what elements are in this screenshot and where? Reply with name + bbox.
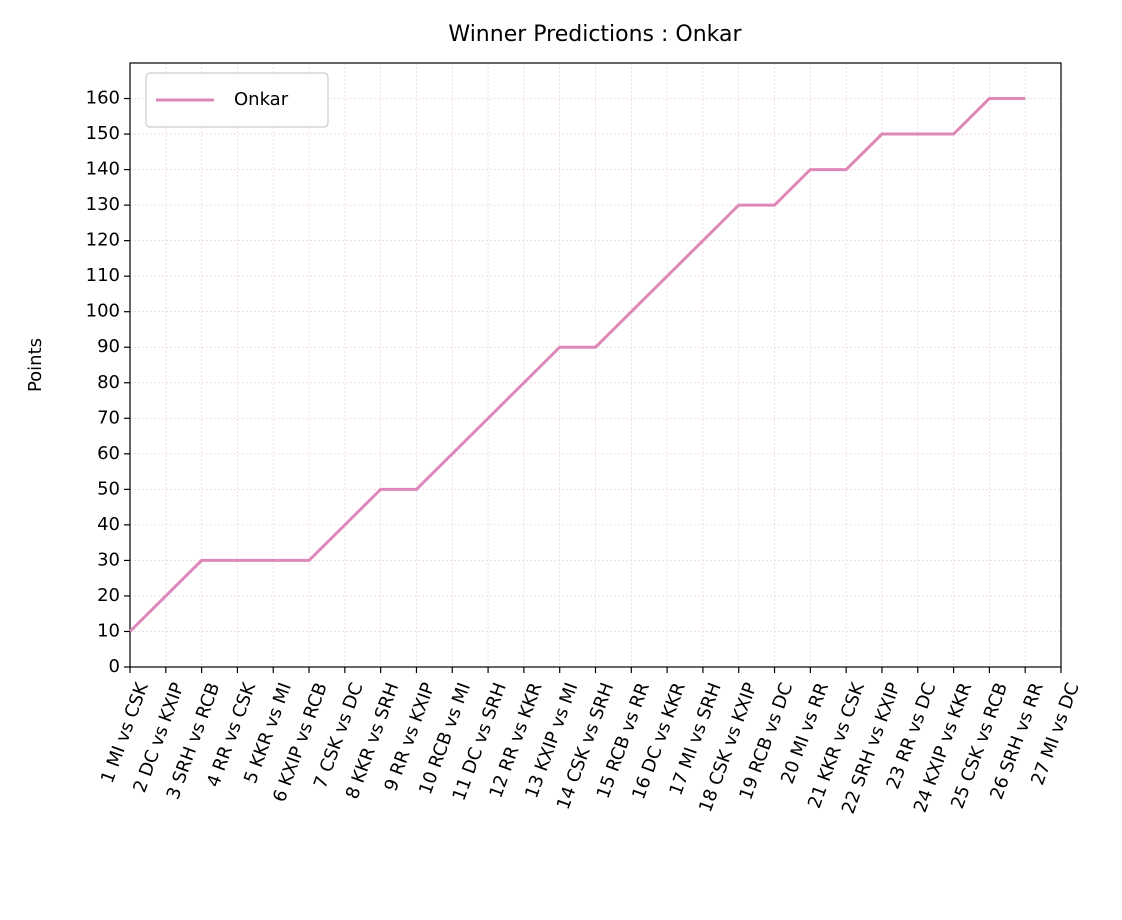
- y-axis-label: Points: [25, 338, 46, 392]
- y-tick-label: 60: [97, 443, 120, 464]
- y-tick-label: 90: [97, 336, 120, 357]
- legend-box: [145, 72, 329, 128]
- y-tick-label: 70: [97, 407, 120, 428]
- y-tick-label: 130: [86, 194, 120, 215]
- chart-title: Winner Predictions : Onkar: [448, 22, 742, 47]
- y-tick-label: 0: [109, 656, 120, 677]
- y-tick-label: 20: [97, 585, 120, 606]
- y-tick-label: 160: [86, 88, 120, 109]
- y-tick-label: 30: [97, 549, 120, 570]
- y-tick-label: 140: [86, 159, 120, 180]
- y-tick-label: 150: [86, 123, 120, 144]
- y-tick-label: 50: [97, 478, 120, 499]
- y-tick-label: 10: [97, 620, 120, 641]
- y-tick-label: 120: [86, 230, 120, 251]
- y-tick-label: 110: [86, 265, 120, 286]
- y-tick-label: 100: [86, 301, 120, 322]
- legend-label: Onkar: [234, 89, 289, 110]
- plot-frame: [129, 62, 1062, 668]
- line-series: [128, 97, 1026, 633]
- y-tick-label: 80: [97, 372, 120, 393]
- y-tick-label: 40: [97, 514, 120, 535]
